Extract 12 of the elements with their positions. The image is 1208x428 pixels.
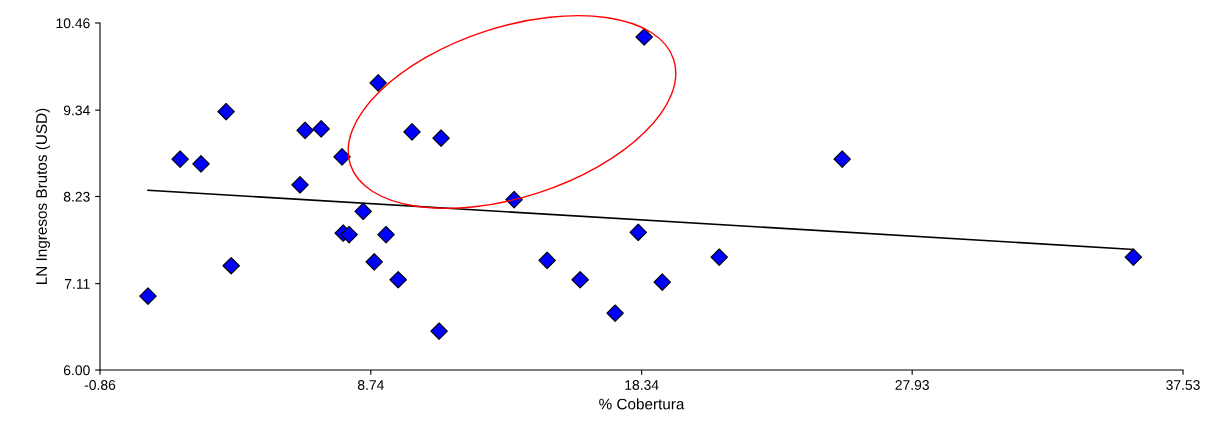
x-tick-label: 27.93 xyxy=(895,380,929,390)
x-axis-title: % Cobertura xyxy=(599,398,685,410)
y-axis-title: LN Ingresos Brutos (USD) xyxy=(35,108,50,284)
y-tick-label: 10.46 xyxy=(56,18,90,29)
x-tick-label: 18.34 xyxy=(625,380,659,390)
x-tick-label: 8.74 xyxy=(357,380,384,390)
x-tick-label: 37.53 xyxy=(1166,380,1200,390)
y-tick-label: 9.34 xyxy=(63,105,90,116)
x-tick-label: -0.86 xyxy=(84,380,116,390)
y-tick-label: 7.11 xyxy=(64,279,90,289)
y-tick-label: 8.23 xyxy=(63,191,90,202)
y-tick-label: 6.00 xyxy=(63,365,90,376)
